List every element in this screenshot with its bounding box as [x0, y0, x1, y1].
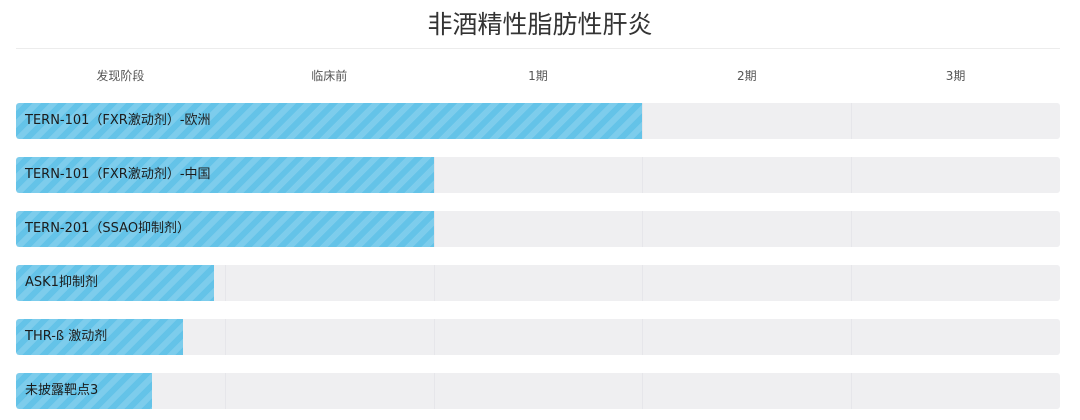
bar-label: THR-ß 激动剂 [25, 329, 108, 344]
stage-separator [433, 157, 435, 193]
stage-label-2: 临床前 [311, 69, 348, 83]
stage-separator [433, 211, 435, 247]
bar-track: THR-ß 激动剂 [16, 319, 1060, 355]
bar-label: TERN-201（SSAO抑制剂） [25, 221, 191, 236]
chart-title: 非酒精性脂肪性肝炎 [427, 10, 653, 39]
stage-separator [642, 265, 644, 301]
stage-label-5: 3期 [945, 69, 966, 83]
stage-separator [642, 319, 644, 355]
bar [16, 319, 184, 355]
bar-track: TERN-101（FXR激动剂）-中国 [16, 157, 1060, 193]
stage-separator [851, 211, 853, 247]
stage-separator [433, 319, 435, 355]
stage-separator [851, 103, 853, 139]
bar-track: TERN-101（FXR激动剂）-欧洲 [16, 103, 1060, 139]
stage-separator [642, 157, 644, 193]
stage-separator [642, 103, 644, 139]
stage-separator [851, 157, 853, 193]
stage-separator [224, 373, 226, 409]
stage-separator [224, 319, 226, 355]
stage-separator [433, 265, 435, 301]
bar-track: TERN-201（SSAO抑制剂） [16, 211, 1060, 247]
bar [16, 211, 434, 247]
bar-track: 未披露靶点3 [16, 373, 1060, 409]
stage-label-3: 1期 [528, 69, 548, 83]
bar-label: 未披露靶点3 [25, 383, 99, 398]
stage-label-4: 2期 [736, 69, 757, 83]
bar-label: TERN-101（FXR激动剂）-中国 [25, 167, 211, 182]
bar [16, 157, 434, 193]
bar-label: TERN-101（FXR激动剂）-欧洲 [25, 113, 211, 128]
stage-separator [642, 211, 644, 247]
bar [16, 265, 215, 301]
stage-separator [851, 319, 853, 355]
stage-label-1: 发现阶段 [96, 69, 145, 83]
bar-track: ASK1抑制剂 [16, 265, 1060, 301]
stage-separator [433, 373, 435, 409]
stage-separator [851, 373, 853, 409]
bar [16, 103, 643, 139]
bar [16, 373, 152, 409]
stage-separator [642, 373, 644, 409]
title-divider [16, 48, 1060, 49]
bar-label: ASK1抑制剂 [25, 275, 98, 290]
stage-separator [224, 265, 226, 301]
stage-separator [851, 265, 853, 301]
